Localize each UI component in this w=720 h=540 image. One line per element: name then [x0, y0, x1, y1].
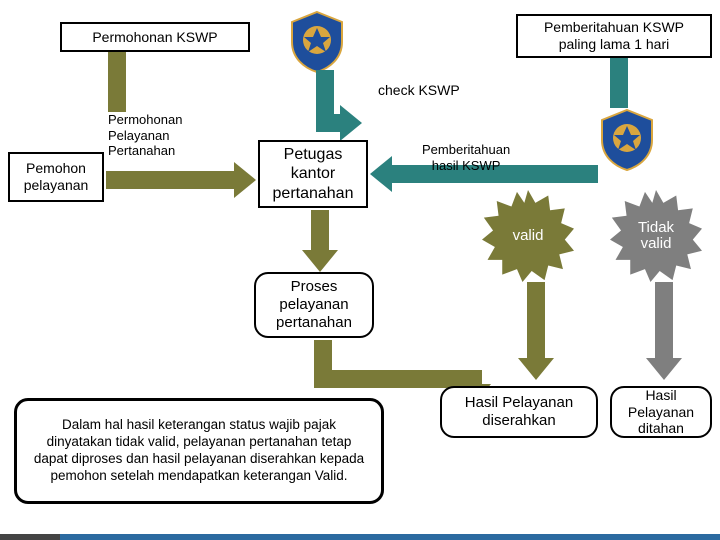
arrow-valid-to-diserahkan [518, 282, 554, 380]
permohonan-kswp-label: Permohonan KSWP [92, 29, 217, 46]
tidak-valid-starburst: Tidak valid [610, 190, 702, 282]
petugas-box: Petugas kantor pertanahan [258, 140, 368, 208]
valid-starburst: valid [482, 190, 574, 282]
footnote-box: Dalam hal hasil keterangan status wajib … [14, 398, 384, 504]
petugas-label: Petugas kantor pertanahan [273, 145, 354, 203]
arrow-petugas-to-proses [302, 210, 338, 272]
arrow-check-kswp [316, 70, 386, 140]
pemberitahuan-kswp-box: Pemberitahuan KSWP paling lama 1 hari [516, 14, 712, 58]
footer-bar [0, 534, 720, 540]
proses-label: Proses pelayanan pertanahan [276, 278, 352, 332]
arrow-pemohon-to-petugas [106, 162, 256, 198]
hasil-diserahkan-label: Hasil Pelayanan diserahkan [465, 394, 573, 430]
hasil-diserahkan-box: Hasil Pelayanan diserahkan [440, 386, 598, 438]
pemberitahuan-kswp-label: Pemberitahuan KSWP paling lama 1 hari [544, 19, 684, 53]
crest-icon [598, 108, 656, 172]
tidak-valid-label: Tidak valid [638, 220, 674, 253]
permohonan-kswp-box: Permohonan KSWP [60, 22, 250, 52]
crest-icon [288, 10, 346, 74]
permohonan-pertanahan-label: Permohonan Pelayanan Pertanahan [108, 112, 182, 159]
hasil-ditahan-label: Hasil Pelayanan ditahan [618, 387, 704, 437]
proses-box: Proses pelayanan pertanahan [254, 272, 374, 338]
pemberitahuan-hasil-label: Pemberitahuan hasil KSWP [422, 142, 510, 173]
footnote-text: Dalam hal hasil keterangan status wajib … [34, 417, 364, 483]
arrow-tidak-valid-to-ditahan [646, 282, 682, 380]
valid-label: valid [513, 228, 544, 245]
pemohon-pelayanan-label: Pemohon pelayanan [24, 160, 89, 194]
pemohon-pelayanan-box: Pemohon pelayanan [8, 152, 104, 202]
hasil-ditahan-box: Hasil Pelayanan ditahan [610, 386, 712, 438]
check-kswp-label: check KSWP [378, 82, 460, 99]
